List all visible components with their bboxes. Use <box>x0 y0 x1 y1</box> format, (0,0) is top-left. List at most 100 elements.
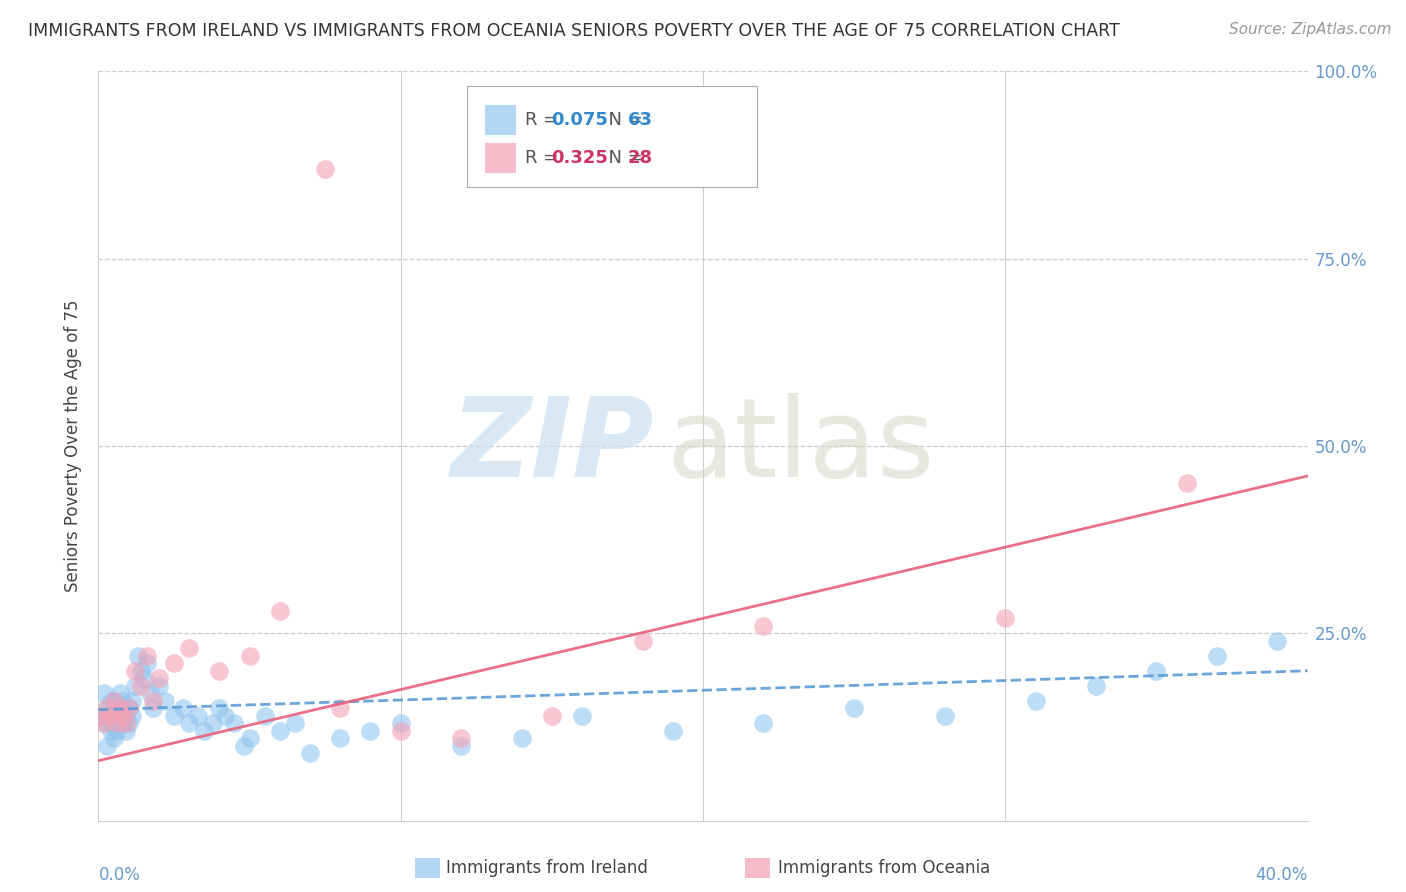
Point <box>118 716 141 731</box>
Point <box>510 731 533 746</box>
Point <box>96 701 118 715</box>
Point <box>253 708 276 723</box>
Point <box>111 701 134 715</box>
Point <box>661 723 683 738</box>
Point <box>163 657 186 671</box>
Text: R =: R = <box>526 149 564 167</box>
Text: R =: R = <box>526 112 564 129</box>
Point <box>239 648 262 663</box>
Point <box>103 694 125 708</box>
Point <box>994 611 1017 625</box>
Point <box>202 716 225 731</box>
Text: Immigrants from Ireland: Immigrants from Ireland <box>446 859 648 877</box>
Point <box>93 686 115 700</box>
Point <box>121 694 143 708</box>
Point <box>100 708 122 723</box>
Text: N =: N = <box>596 112 648 129</box>
FancyBboxPatch shape <box>467 87 758 187</box>
Point <box>111 694 134 708</box>
FancyBboxPatch shape <box>485 143 516 172</box>
Point <box>934 708 956 723</box>
Text: IMMIGRANTS FROM IRELAND VS IMMIGRANTS FROM OCEANIA SENIORS POVERTY OVER THE AGE : IMMIGRANTS FROM IRELAND VS IMMIGRANTS FR… <box>28 22 1119 40</box>
Point <box>100 708 122 723</box>
Point <box>148 679 170 693</box>
Point <box>108 686 131 700</box>
Text: atlas: atlas <box>666 392 935 500</box>
Text: ZIP: ZIP <box>451 392 655 500</box>
Text: 0.0%: 0.0% <box>98 865 141 884</box>
Text: Source: ZipAtlas.com: Source: ZipAtlas.com <box>1229 22 1392 37</box>
Point <box>329 701 352 715</box>
Point <box>179 641 201 656</box>
Point <box>389 716 412 731</box>
Text: 40.0%: 40.0% <box>1256 865 1308 884</box>
Point <box>139 686 162 700</box>
Point <box>114 723 136 738</box>
Point <box>179 716 201 731</box>
Point <box>172 701 194 715</box>
Point <box>103 731 125 746</box>
Point <box>752 716 775 731</box>
Point <box>208 701 231 715</box>
Point <box>105 701 128 715</box>
Point <box>540 708 562 723</box>
Point <box>269 723 291 738</box>
Text: Immigrants from Oceania: Immigrants from Oceania <box>778 859 990 877</box>
Point <box>108 701 131 715</box>
Point <box>329 731 352 746</box>
Text: N =: N = <box>596 149 648 167</box>
Point <box>224 716 246 731</box>
FancyBboxPatch shape <box>485 105 516 135</box>
Point <box>360 723 382 738</box>
Point <box>93 716 115 731</box>
Point <box>389 723 412 738</box>
Point <box>214 708 236 723</box>
Point <box>118 701 141 715</box>
Point <box>142 694 165 708</box>
Point <box>105 723 128 738</box>
Text: 0.325: 0.325 <box>551 149 607 167</box>
Point <box>103 694 125 708</box>
Point <box>571 708 593 723</box>
Point <box>239 731 262 746</box>
Point <box>1175 476 1198 491</box>
Point <box>450 731 472 746</box>
Point <box>1267 633 1289 648</box>
Point <box>111 716 134 731</box>
Point <box>103 716 125 731</box>
Point <box>148 671 170 685</box>
Point <box>135 648 157 663</box>
Point <box>129 664 152 678</box>
Text: 63: 63 <box>628 112 652 129</box>
Point <box>111 708 134 723</box>
Text: 28: 28 <box>628 149 654 167</box>
Point <box>100 694 122 708</box>
Point <box>127 648 149 663</box>
Point <box>90 708 112 723</box>
Point <box>135 657 157 671</box>
Point <box>187 708 209 723</box>
Point <box>1144 664 1167 678</box>
Point <box>193 723 215 738</box>
Point <box>96 739 118 753</box>
Point <box>114 716 136 731</box>
Point <box>299 746 322 760</box>
Point <box>105 716 128 731</box>
Point <box>96 701 118 715</box>
Point <box>124 664 146 678</box>
Point <box>93 716 115 731</box>
Point <box>232 739 254 753</box>
Point <box>314 161 336 176</box>
Point <box>108 708 131 723</box>
Point <box>284 716 307 731</box>
Point <box>269 604 291 618</box>
Point <box>1206 648 1229 663</box>
Point <box>90 708 112 723</box>
Point <box>752 619 775 633</box>
Point <box>844 701 866 715</box>
Point <box>208 664 231 678</box>
Point <box>118 701 141 715</box>
Point <box>163 708 186 723</box>
Point <box>124 679 146 693</box>
Point <box>142 701 165 715</box>
